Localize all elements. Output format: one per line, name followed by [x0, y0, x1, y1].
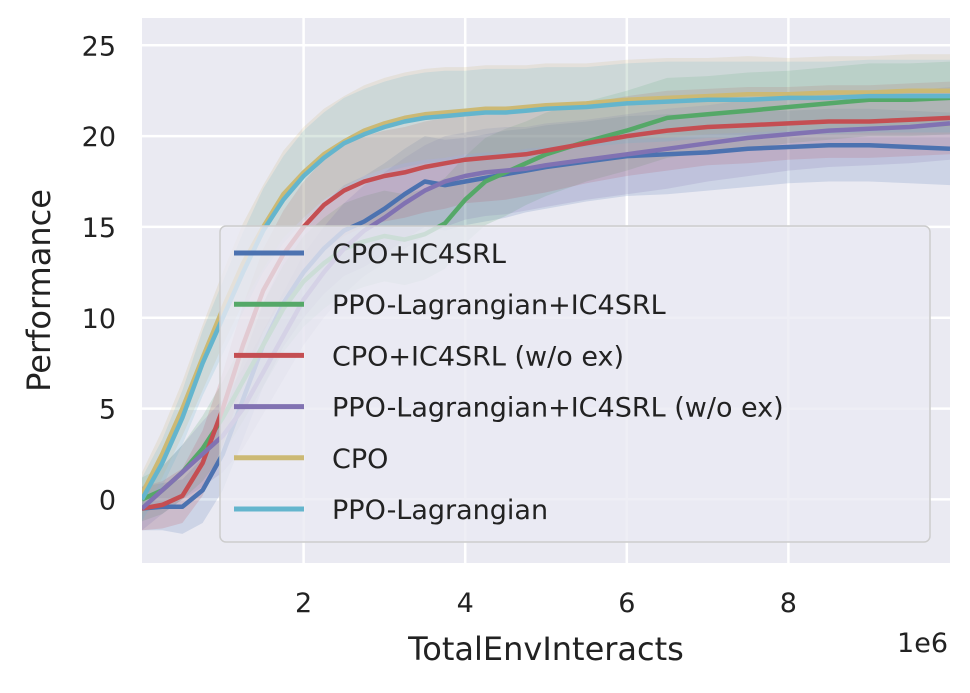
legend-label: PPO-Lagrangian+IC4SRL (w/o ex) — [332, 393, 784, 424]
legend-label: PPO-Lagrangian — [332, 495, 548, 526]
series-band — [142, 59, 950, 522]
legend: CPO+IC4SRL PPO-Lagrangian+IC4SRL CPO+IC4SR… — [219, 225, 931, 543]
y-tick-label: 5 — [99, 395, 116, 426]
x-tick-label: 2 — [295, 588, 312, 619]
x-tick-label: 6 — [618, 588, 635, 619]
series-band — [142, 108, 950, 534]
legend-box — [219, 225, 931, 543]
y-axis-label: Performance — [20, 189, 58, 392]
series-band — [142, 81, 950, 531]
x-tick-labels: 2 4 6 8 — [295, 588, 797, 619]
y-tick-label: 0 — [99, 485, 116, 516]
x-scale-label: 1e6 — [897, 628, 948, 659]
series-band — [142, 54, 950, 516]
y-tick-label: 10 — [82, 304, 116, 335]
x-tick-label: 8 — [780, 588, 797, 619]
legend-label: CPO+IC4SRL — [332, 239, 506, 270]
y-tick-label: 25 — [82, 31, 116, 62]
x-axis-label: TotalEnvInteracts — [407, 630, 684, 668]
y-tick-label: 15 — [82, 213, 116, 244]
y-tick-label: 20 — [82, 122, 116, 153]
legend-label: CPO — [332, 444, 388, 475]
legend-label: PPO-Lagrangian+IC4SRL — [332, 290, 666, 321]
y-tick-labels: 0 5 10 15 20 25 — [82, 31, 116, 516]
legend-label: CPO+IC4SRL (w/o ex) — [332, 341, 624, 372]
x-tick-label: 4 — [457, 588, 474, 619]
